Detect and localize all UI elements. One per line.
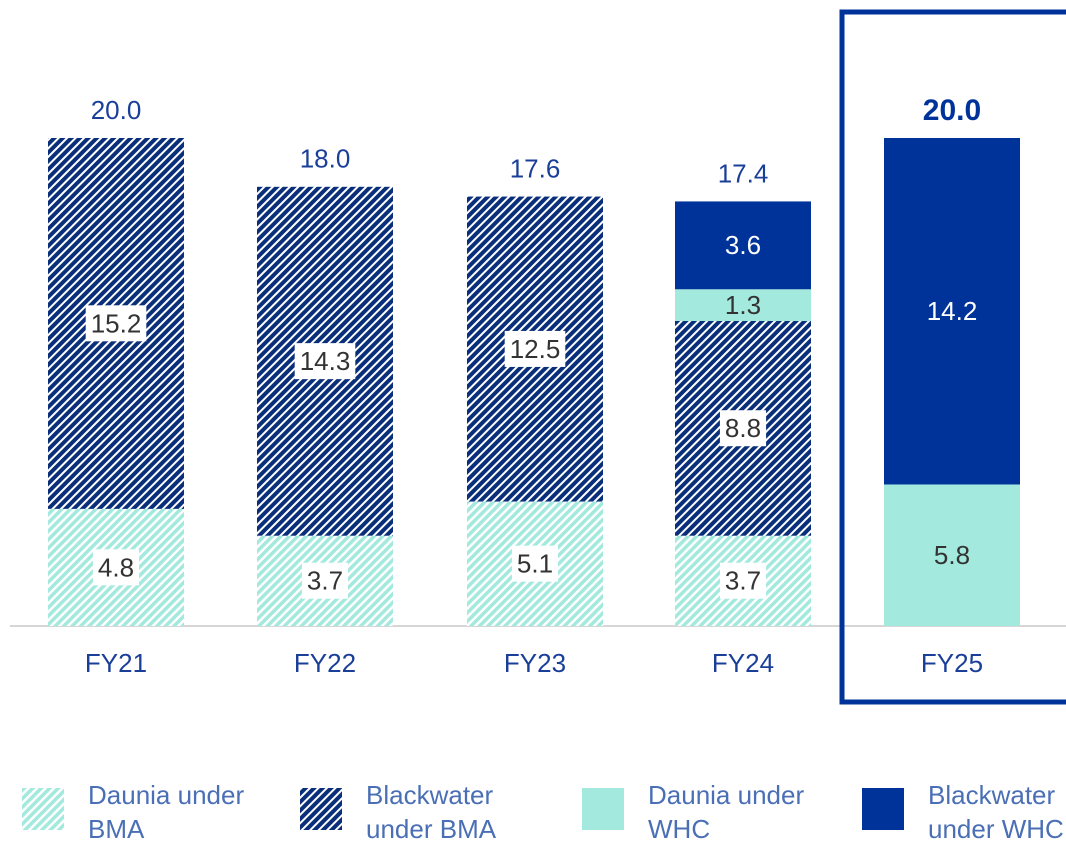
bar-segment — [884, 138, 1020, 485]
total-label: 17.4 — [718, 158, 769, 188]
label-box — [511, 545, 559, 582]
label-box — [92, 549, 140, 586]
highlight-box — [839, 9, 1066, 705]
legend-label: Blackwater under WHC — [928, 780, 1064, 844]
label-box — [719, 410, 767, 447]
segment-label: 8.8 — [725, 413, 761, 443]
total-label: 17.6 — [510, 153, 561, 183]
segment-label: 14.3 — [300, 346, 351, 376]
legend: Daunia under BMA Blackwater under BMA Daun… — [0, 778, 1066, 844]
x-tick-label: FY23 — [504, 648, 566, 678]
segment-label: 5.8 — [934, 540, 970, 570]
legend-label: Daunia under BMA — [88, 780, 245, 844]
segment-label: 4.8 — [98, 552, 134, 582]
legend-label: Daunia under WHC — [648, 780, 805, 844]
segment-label: 5.1 — [517, 549, 553, 579]
segment-label: 15.2 — [91, 308, 142, 338]
total-label: 18.0 — [300, 144, 351, 174]
bar-segment — [884, 484, 1020, 626]
total-label: 20.0 — [923, 94, 981, 127]
legend-label: Blackwater under BMA — [366, 780, 497, 844]
bar-segment — [675, 201, 811, 290]
swatch-fill — [582, 788, 624, 830]
segment-label: 1.3 — [725, 290, 761, 320]
legend-swatch — [582, 788, 624, 830]
segment-label: 3.7 — [725, 566, 761, 596]
label-box — [504, 330, 566, 367]
legend-item: Daunia under WHC — [582, 778, 818, 846]
segment-label: 14.2 — [927, 296, 978, 326]
bar-segment — [675, 289, 811, 321]
legend-swatch — [862, 788, 904, 830]
x-tick-label: FY22 — [294, 648, 356, 678]
x-tick-label: FY25 — [921, 648, 983, 678]
x-tick-label: FY24 — [712, 648, 774, 678]
label-box — [85, 305, 147, 342]
x-tick-label: FY21 — [85, 648, 147, 678]
total-label: 20.0 — [91, 95, 142, 125]
legend-swatch — [300, 788, 342, 830]
legend-swatch — [22, 788, 64, 830]
chart: 20.0 FY21 18.0 FY22 17.6 FY23 17.4 FY24 20.0 FY25… — [10, 9, 1066, 705]
swatch-fill — [300, 788, 342, 830]
segment-label: 3.6 — [725, 230, 761, 260]
swatch-fill — [22, 788, 64, 830]
label-box — [294, 343, 356, 380]
label-box — [301, 562, 349, 599]
legend-item: Blackwater under WHC — [862, 778, 1066, 846]
segment-label: 12.5 — [510, 334, 561, 364]
legend-item: Blackwater under BMA — [300, 778, 536, 846]
label-box — [719, 562, 767, 599]
swatch-fill — [862, 788, 904, 830]
segment-label: 3.7 — [307, 566, 343, 596]
legend-item: Daunia under BMA — [22, 778, 258, 846]
